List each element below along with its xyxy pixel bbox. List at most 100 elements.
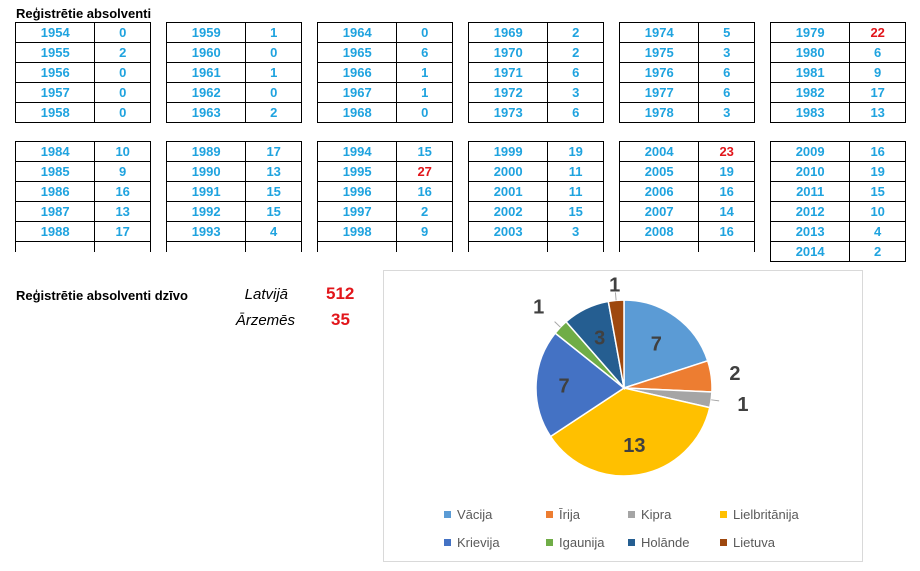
year-table: 1954 0 1955 2 1956 0 1957 0 1958 0 bbox=[14, 22, 151, 123]
count-cell: 16 bbox=[849, 141, 906, 162]
count-cell: 9 bbox=[94, 161, 151, 182]
pie-slice-lielbritānija bbox=[549, 387, 711, 477]
table-row: 1987 13 bbox=[14, 201, 151, 222]
year-cell: 2009 bbox=[769, 141, 851, 162]
year-cell: 1992 bbox=[165, 201, 247, 222]
year-cell: 1979 bbox=[769, 22, 851, 43]
year-cell: 2006 bbox=[618, 181, 700, 202]
count-cell: 11 bbox=[547, 181, 604, 202]
year-cell: 1987 bbox=[14, 201, 96, 222]
count-cell: 4 bbox=[849, 221, 906, 242]
count-latvia: 512 bbox=[326, 284, 355, 303]
table-row: 1989 17 bbox=[165, 141, 302, 162]
table-row: 1968 0 bbox=[316, 102, 453, 123]
year-table: 2009 16 2010 19 2011 15 2012 10 2013 4 2014 2 bbox=[769, 141, 906, 262]
year-cell: 1956 bbox=[14, 62, 96, 83]
count-cell: 0 bbox=[245, 82, 302, 103]
legend-item: Īrija bbox=[546, 507, 580, 522]
table-row: 1991 15 bbox=[165, 181, 302, 202]
year-cell: 2008 bbox=[618, 221, 700, 242]
table-row: 1999 19 bbox=[467, 141, 604, 162]
count-abroad: 35 bbox=[331, 310, 350, 329]
table-row: 1959 1 bbox=[165, 22, 302, 43]
year-cell: 2000 bbox=[467, 161, 549, 182]
table-row: 1983 13 bbox=[769, 102, 906, 123]
leader-line bbox=[711, 399, 720, 402]
year-cell: 1960 bbox=[165, 42, 247, 63]
year-cell: 1962 bbox=[165, 82, 247, 103]
year-table: 1984 10 1985 9 1986 16 1987 13 1988 17 bbox=[14, 141, 151, 252]
legend-label: Īrija bbox=[559, 507, 580, 522]
year-cell: 1974 bbox=[618, 22, 700, 43]
table-row: 1970 2 bbox=[467, 42, 604, 63]
legend-label: Kipra bbox=[641, 507, 672, 522]
pie-chart: 7 2 1 13 7 1 3 1 Vācija Īrija Kipra Lielbritānija K… bbox=[383, 270, 863, 562]
count-cell: 17 bbox=[94, 221, 151, 242]
table-row: 1985 9 bbox=[14, 161, 151, 182]
count-cell: 10 bbox=[849, 201, 906, 222]
legend-swatch bbox=[720, 511, 727, 518]
count-cell: 0 bbox=[94, 82, 151, 103]
count-cell: 16 bbox=[396, 181, 453, 202]
count-cell: 1 bbox=[245, 62, 302, 83]
year-cell: 1955 bbox=[14, 42, 96, 63]
year-cell: 1976 bbox=[618, 62, 700, 83]
table-row: 1980 6 bbox=[769, 42, 906, 63]
count-cell: 4 bbox=[245, 221, 302, 242]
table-row: 1982 17 bbox=[769, 82, 906, 103]
legend-swatch bbox=[546, 511, 553, 518]
count-cell: 19 bbox=[547, 141, 604, 162]
table-row: 1977 6 bbox=[618, 82, 755, 103]
pie-slice-krievija bbox=[535, 332, 626, 438]
year-cell: 2005 bbox=[618, 161, 700, 182]
year-cell: 1970 bbox=[467, 42, 549, 63]
table-row: 1996 16 bbox=[316, 181, 453, 202]
count-cell: 3 bbox=[698, 102, 755, 123]
leader-line bbox=[554, 321, 561, 328]
year-cell: 1997 bbox=[316, 201, 398, 222]
table-row: 2007 14 bbox=[618, 201, 755, 222]
year-cell: 1965 bbox=[316, 42, 398, 63]
count-cell: 9 bbox=[396, 221, 453, 242]
year-table: 1979 22 1980 6 1981 9 1982 17 1983 13 bbox=[769, 22, 906, 123]
count-cell: 2 bbox=[547, 42, 604, 63]
year-cell: 1985 bbox=[14, 161, 96, 182]
table-row-blank bbox=[316, 241, 453, 252]
table-row: 1960 0 bbox=[165, 42, 302, 63]
year-cell: 1959 bbox=[165, 22, 247, 43]
year-cell: 1973 bbox=[467, 102, 549, 123]
count-cell: 2 bbox=[396, 201, 453, 222]
count-cell: 6 bbox=[396, 42, 453, 63]
count-cell: 15 bbox=[245, 201, 302, 222]
table-row: 1978 3 bbox=[618, 102, 755, 123]
table-row: 1998 9 bbox=[316, 221, 453, 242]
year-cell: 1966 bbox=[316, 62, 398, 83]
table-row: 1958 0 bbox=[14, 102, 151, 123]
table-row: 1994 15 bbox=[316, 141, 453, 162]
table-row: 2011 15 bbox=[769, 181, 906, 202]
count-cell: 1 bbox=[245, 22, 302, 43]
table-row: 1986 16 bbox=[14, 181, 151, 202]
count-cell: 3 bbox=[547, 221, 604, 242]
lives-label: Reģistrētie absolventi dzīvo bbox=[16, 288, 188, 303]
count-cell: 1 bbox=[396, 62, 453, 83]
table-row: 1961 1 bbox=[165, 62, 302, 83]
table-row: 1965 6 bbox=[316, 42, 453, 63]
year-cell: 1975 bbox=[618, 42, 700, 63]
page-title: Reģistrētie absolventi bbox=[16, 6, 152, 21]
legend-swatch bbox=[546, 539, 553, 546]
count-cell: 11 bbox=[547, 161, 604, 182]
year-cell: 1999 bbox=[467, 141, 549, 162]
table-row: 1976 6 bbox=[618, 62, 755, 83]
count-cell: 0 bbox=[94, 102, 151, 123]
year-cell: 1954 bbox=[14, 22, 96, 43]
count-cell: 0 bbox=[245, 42, 302, 63]
count-cell: 3 bbox=[698, 42, 755, 63]
year-cell: 1994 bbox=[316, 141, 398, 162]
legend-item: Lietuva bbox=[720, 535, 775, 550]
count-cell: 15 bbox=[547, 201, 604, 222]
count-cell: 23 bbox=[698, 141, 755, 162]
year-cell: 1991 bbox=[165, 181, 247, 202]
count-cell: 22 bbox=[849, 22, 906, 43]
count-cell: 19 bbox=[698, 161, 755, 182]
